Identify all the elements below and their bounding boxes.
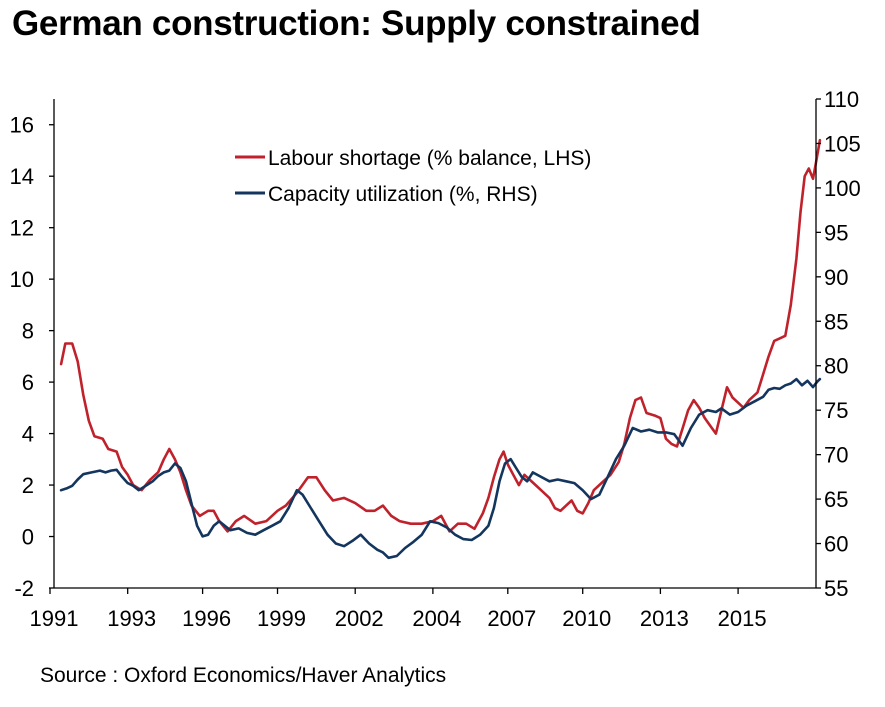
right-y-tick-label: 70 [824, 443, 848, 468]
x-tick-label: 2004 [412, 606, 461, 631]
left-y-tick-label: 2 [22, 473, 34, 498]
right-y-tick-label: 95 [824, 220, 848, 245]
left-y-tick-label: 12 [10, 216, 34, 241]
legend: Labour shortage (% balance, LHS) Capacity… [235, 147, 591, 206]
right-y-tick-label: 60 [824, 532, 848, 557]
x-tick-label: 1996 [182, 606, 231, 631]
x-tick-label: 1993 [107, 606, 156, 631]
legend-labour-label: Labour shortage (% balance, LHS) [268, 147, 591, 170]
right-y-tick-label: 75 [824, 398, 848, 423]
x-tick-label: 1991 [30, 606, 79, 631]
legend-capacity-label: Capacity utilization (%, RHS) [268, 183, 538, 206]
left-y-tick-label: 0 [22, 525, 34, 550]
right-y-tick-label: 80 [824, 354, 848, 379]
left-y-tick-label: 6 [22, 370, 34, 395]
x-tick-label: 2007 [487, 606, 536, 631]
right-y-tick-label: 55 [824, 576, 848, 601]
left-y-tick-label: 16 [10, 113, 34, 138]
x-tick-label: 2010 [562, 606, 611, 631]
right-y-tick-label: 85 [824, 309, 848, 334]
series-layer [59, 138, 822, 560]
left-y-tick-label: 10 [10, 267, 34, 292]
left-y-tick-label: -2 [14, 576, 34, 601]
right-y-tick-label: 90 [824, 265, 848, 290]
x-tick-label: 2002 [335, 606, 384, 631]
axes-layer: -2 0 2 4 6 8 10 12 14 16 55 60 65 70 75 80 85 90 95 100 105 1… [10, 87, 861, 631]
right-y-tick-label: 110 [824, 87, 859, 112]
x-tick-label: 1999 [257, 606, 306, 631]
capacity-utilization-line [59, 377, 822, 560]
left-y-tick-label: 4 [22, 422, 34, 447]
x-tick-label: 2013 [640, 606, 689, 631]
x-tick-label: 2015 [718, 606, 767, 631]
chart-title: German construction: Supply constrained [12, 4, 701, 43]
left-y-tick-label: 14 [10, 164, 34, 189]
left-y-tick-label: 8 [22, 319, 34, 344]
source-note: Source : Oxford Economics/Haver Analytic… [40, 664, 447, 687]
right-y-tick-label: 105 [824, 131, 861, 156]
right-y-tick-label: 100 [824, 176, 861, 201]
right-y-tick-label: 65 [824, 487, 848, 512]
